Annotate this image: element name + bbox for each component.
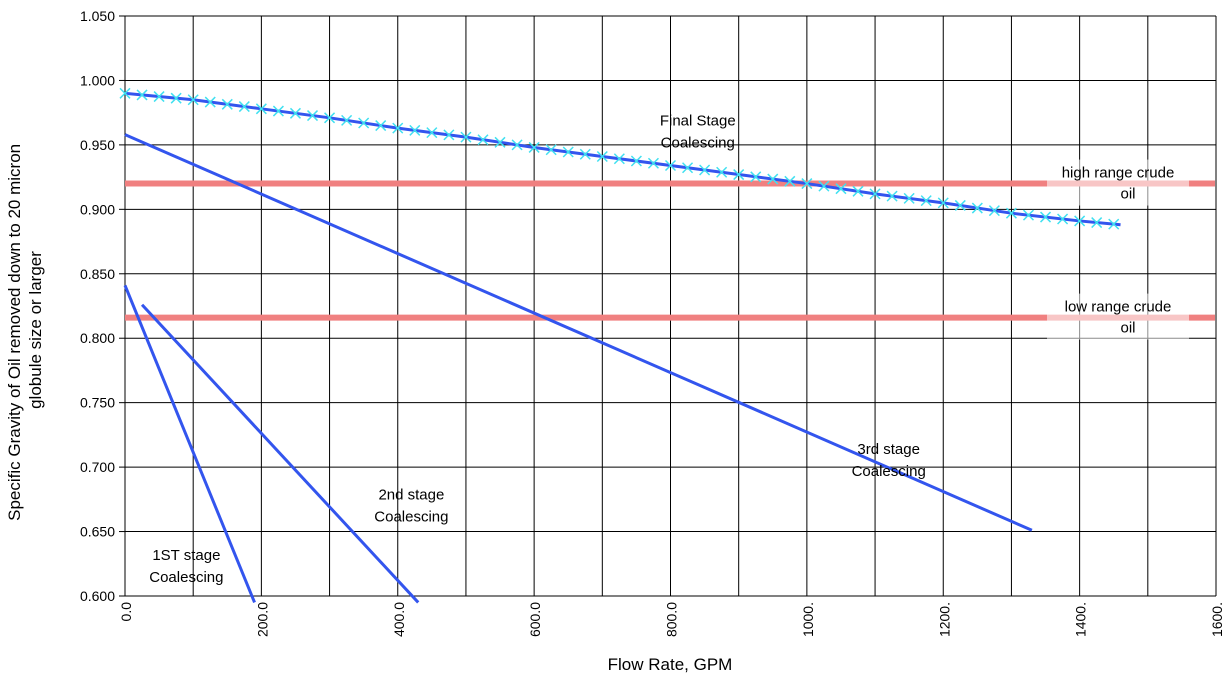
y-tick-label: 0.700 (80, 459, 115, 475)
x-tick-label: 200.0 (254, 602, 270, 637)
reference-label-high-line2: oil (1120, 186, 1135, 203)
x-tick-label: 1600. (1209, 602, 1223, 637)
annotation-line: 3rd stage (857, 441, 920, 458)
x-axis-title: Flow Rate, GPM (608, 655, 733, 674)
y-axis-title: Specific Gravity of Oil removed down to … (5, 139, 45, 521)
y-tick-label: 1.000 (80, 72, 115, 88)
annotation-line: Coalescing (852, 463, 926, 480)
annotation-line: 1ST stage (152, 547, 220, 564)
annotation-line: 2nd stage (378, 486, 444, 503)
x-tick-label: 600.0 (527, 602, 543, 637)
annotation-1: 3rd stage Coalescing (852, 441, 926, 480)
annotation-line: Coalescing (661, 135, 735, 152)
y-axis-title-line-1: Specific Gravity of Oil removed down to … (5, 144, 24, 521)
annotation-3: 1ST stage Coalescing (149, 547, 223, 586)
annotation-0: Final Stage Coalescing (660, 113, 736, 152)
x-tick-label: 1200. (936, 602, 952, 637)
series-layer (120, 88, 1121, 602)
reference-label-high: high range crude (1062, 165, 1175, 182)
annotation-line: Coalescing (149, 569, 223, 586)
series-line-final (125, 93, 1121, 224)
y-tick-label: 0.650 (80, 524, 115, 540)
x-tick-label: 1400. (1073, 602, 1089, 637)
x-tick-label: 800.0 (664, 602, 680, 637)
y-tick-label: 0.800 (80, 330, 115, 346)
reference-label-low-line2: oil (1120, 320, 1135, 337)
annotation-line: Coalescing (374, 508, 448, 525)
y-tick-label: 1.050 (80, 8, 115, 24)
reference-label-low: low range crude (1065, 299, 1172, 316)
x-tick-label: 400.0 (391, 602, 407, 637)
y-tick-label: 0.750 (80, 395, 115, 411)
annotation-2: 2nd stage Coalescing (374, 486, 448, 525)
y-tick-label: 0.900 (80, 201, 115, 217)
x-tick-label: 1000. (800, 602, 816, 637)
y-axis-title-line-2: globule size or larger (26, 251, 45, 409)
annotation-line: Final Stage (660, 113, 736, 130)
y-tick-label: 0.950 (80, 137, 115, 153)
y-tick-label: 0.600 (80, 588, 115, 604)
x-tick-label: 0.0 (118, 602, 134, 622)
y-tick-label: 0.850 (80, 266, 115, 282)
